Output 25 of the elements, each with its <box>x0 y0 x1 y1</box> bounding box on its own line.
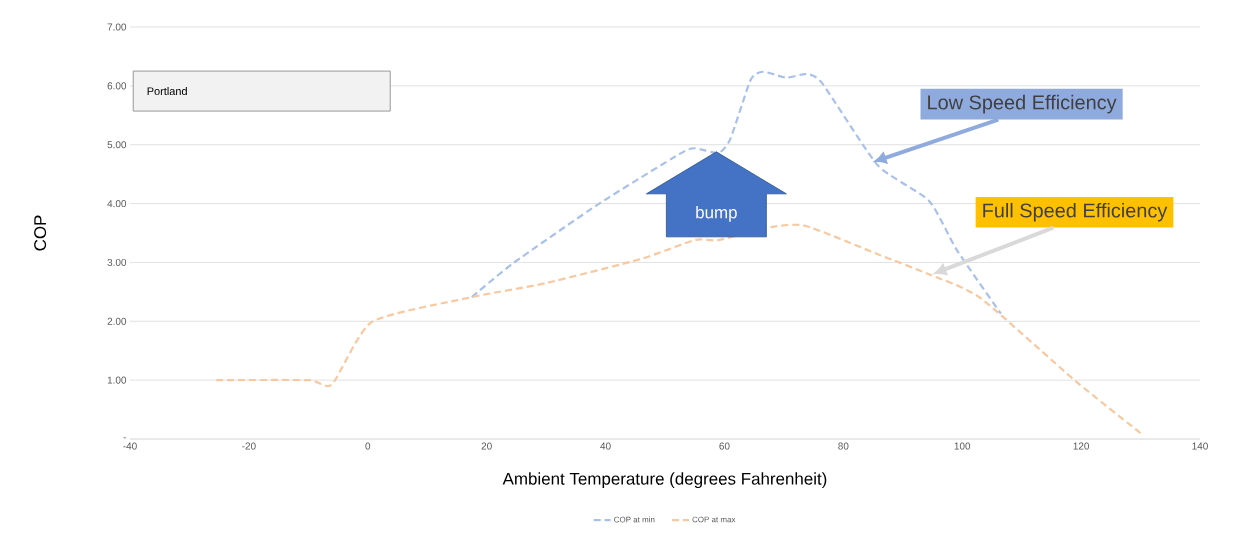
x-tick-label: 0 <box>365 442 371 450</box>
y-tick-label: 6.00 <box>107 82 127 90</box>
y-tick-label: 7.00 <box>107 23 127 31</box>
y-tick-label: 2.00 <box>107 317 127 325</box>
x-tick-label: 120 <box>1073 442 1090 450</box>
annotation: Portland <box>147 87 187 96</box>
y-tick-label: 1.00 <box>107 376 127 384</box>
x-tick-label: -40 <box>123 442 137 450</box>
y-tick-label: 4.00 <box>107 200 127 208</box>
y-tick-label: 3.00 <box>107 258 127 266</box>
annotation: Full Speed Efficiency <box>983 202 1168 222</box>
x-tick-label: 60 <box>719 442 730 450</box>
x-tick-label: 20 <box>481 442 492 450</box>
x-tick-label: 140 <box>1192 442 1208 450</box>
y-tick-label: 5.00 <box>107 141 127 149</box>
x-axis-title: Ambient Temperature (degrees Fahrenheit) <box>502 472 827 489</box>
y-axis-title: COP <box>34 215 47 251</box>
x-tick-label: 80 <box>838 442 849 450</box>
x-tick-label: -20 <box>242 442 256 450</box>
x-tick-label: 100 <box>954 442 971 450</box>
annotation: Low Speed Efficiency <box>928 94 1117 114</box>
annotation: bump <box>696 205 737 222</box>
y-tick-label: - <box>123 437 127 439</box>
x-tick-label: 40 <box>600 442 611 450</box>
line-series <box>215 223 1142 435</box>
